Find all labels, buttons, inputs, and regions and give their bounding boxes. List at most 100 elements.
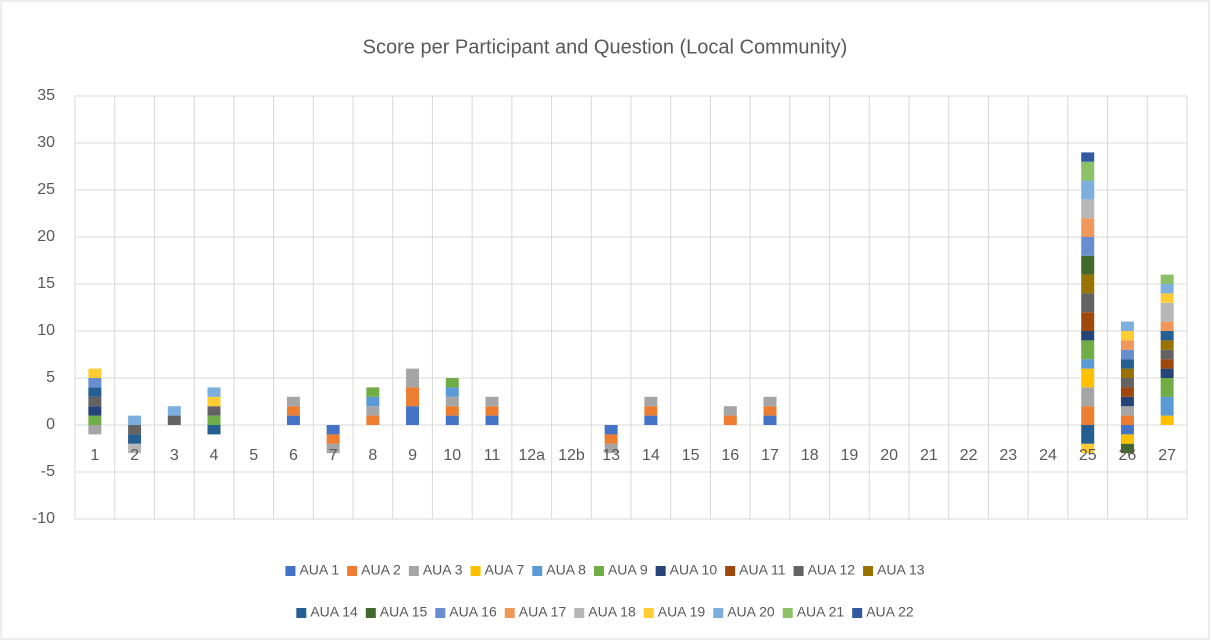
bar-segment: [1120, 368, 1134, 378]
bar-segment: [88, 387, 102, 397]
x-tick-label: 25: [1079, 447, 1097, 464]
y-tick-label: 20: [37, 228, 55, 245]
bar-segment: [1160, 340, 1174, 350]
bar-segment: [1160, 415, 1174, 425]
x-tick-label: 5: [249, 447, 258, 464]
bar-segment: [1120, 434, 1134, 444]
bar-segment: [167, 406, 181, 416]
bar-segment: [1160, 284, 1174, 294]
legend-label: AUA 13: [877, 562, 925, 578]
x-tick-label: 1: [90, 447, 99, 464]
x-tick-label: 2: [130, 447, 139, 464]
legend-label: AUA 18: [588, 604, 636, 620]
legend-swatch: [793, 566, 804, 576]
bar-segment: [1081, 443, 1095, 454]
bar-segment: [1120, 406, 1134, 416]
x-tick-label: 24: [1039, 447, 1057, 464]
legend-swatch: [655, 566, 666, 576]
bar-segment: [485, 396, 499, 407]
x-tick-label: 27: [1158, 447, 1176, 464]
legend-label: AUA 15: [380, 604, 428, 620]
bar-segment: [366, 415, 380, 425]
bar-segment: [1120, 415, 1134, 425]
bar-segment: [88, 425, 102, 435]
bar-segment: [1081, 425, 1095, 444]
bar-segment: [366, 396, 380, 407]
bar-segment: [406, 406, 420, 425]
bar-segment: [1081, 152, 1095, 162]
x-tick-label: 12a: [518, 447, 545, 464]
x-tick-label: 12b: [558, 447, 585, 464]
legend-label: AUA 19: [658, 604, 706, 620]
bar-segment: [1081, 406, 1095, 425]
bar-segment: [1120, 378, 1134, 388]
x-tick-label: 4: [210, 447, 219, 464]
x-tick-label: 10: [443, 447, 461, 464]
x-tick-label: 19: [841, 447, 859, 464]
bar-segment: [1081, 199, 1095, 219]
legend-swatch: [532, 566, 543, 576]
bar-segment: [604, 425, 618, 435]
bar-segment: [286, 396, 300, 407]
legend-label: AUA 1: [299, 562, 339, 578]
bar-segment: [326, 443, 340, 454]
x-tick-label: 11: [484, 447, 501, 464]
x-tick-label: 7: [329, 447, 338, 464]
bar-segment: [1081, 180, 1095, 200]
bar-segment: [1120, 425, 1134, 435]
x-tick-label: 16: [721, 447, 739, 464]
legend-label: AUA 12: [808, 562, 856, 578]
bar-segment: [1081, 161, 1095, 181]
legend-label: AUA 9: [608, 562, 648, 578]
bar-segment: [1160, 349, 1174, 360]
bar-segment: [1160, 396, 1174, 416]
legend-swatch: [574, 608, 585, 618]
bar-segment: [128, 443, 142, 454]
bar-segment: [88, 378, 102, 388]
bar-segment: [1120, 359, 1134, 369]
legend-swatch: [725, 566, 736, 576]
bar-segment: [88, 368, 102, 378]
legend-swatch: [285, 566, 296, 576]
bar-segment: [1160, 293, 1174, 303]
bar-segment: [366, 406, 380, 416]
chart-title: Score per Participant and Question (Loca…: [363, 36, 848, 58]
legend-label: AUA 16: [449, 604, 497, 620]
bar-segment: [644, 396, 658, 407]
bar-segment: [604, 434, 618, 444]
bar-segment: [207, 406, 221, 416]
legend-swatch: [365, 608, 376, 618]
bar-segment: [1120, 396, 1134, 407]
bar-segment: [286, 406, 300, 416]
y-tick-label: -10: [32, 510, 55, 527]
legend-label: AUA 10: [670, 562, 718, 578]
bar-segment: [326, 425, 340, 435]
legend-swatch: [593, 566, 604, 576]
bar-segment: [1160, 359, 1174, 369]
y-tick-label: 15: [37, 275, 55, 292]
bar-segment: [207, 415, 221, 425]
bar-segment: [485, 406, 499, 416]
bar-segment: [1160, 274, 1174, 284]
bar-segment: [445, 387, 459, 397]
bar-segment: [604, 443, 618, 454]
bar-segment: [1120, 387, 1134, 397]
legend-swatch: [863, 566, 874, 576]
x-tick-label: 18: [801, 447, 819, 464]
x-tick-label: 26: [1119, 447, 1137, 464]
x-tick-label: 21: [920, 447, 938, 464]
bar-segment: [1081, 255, 1095, 275]
bar-segment: [207, 387, 221, 397]
bar-segment: [1081, 331, 1095, 341]
legend-swatch: [470, 566, 481, 576]
legend-label: AUA 2: [361, 562, 401, 578]
bar-segment: [1120, 340, 1134, 350]
x-tick-label: 15: [682, 447, 700, 464]
legend-swatch: [643, 608, 654, 618]
x-tick-label: 20: [880, 447, 898, 464]
legend-swatch: [296, 608, 307, 618]
bar-segment: [366, 387, 380, 397]
bar-segment: [1160, 302, 1174, 322]
